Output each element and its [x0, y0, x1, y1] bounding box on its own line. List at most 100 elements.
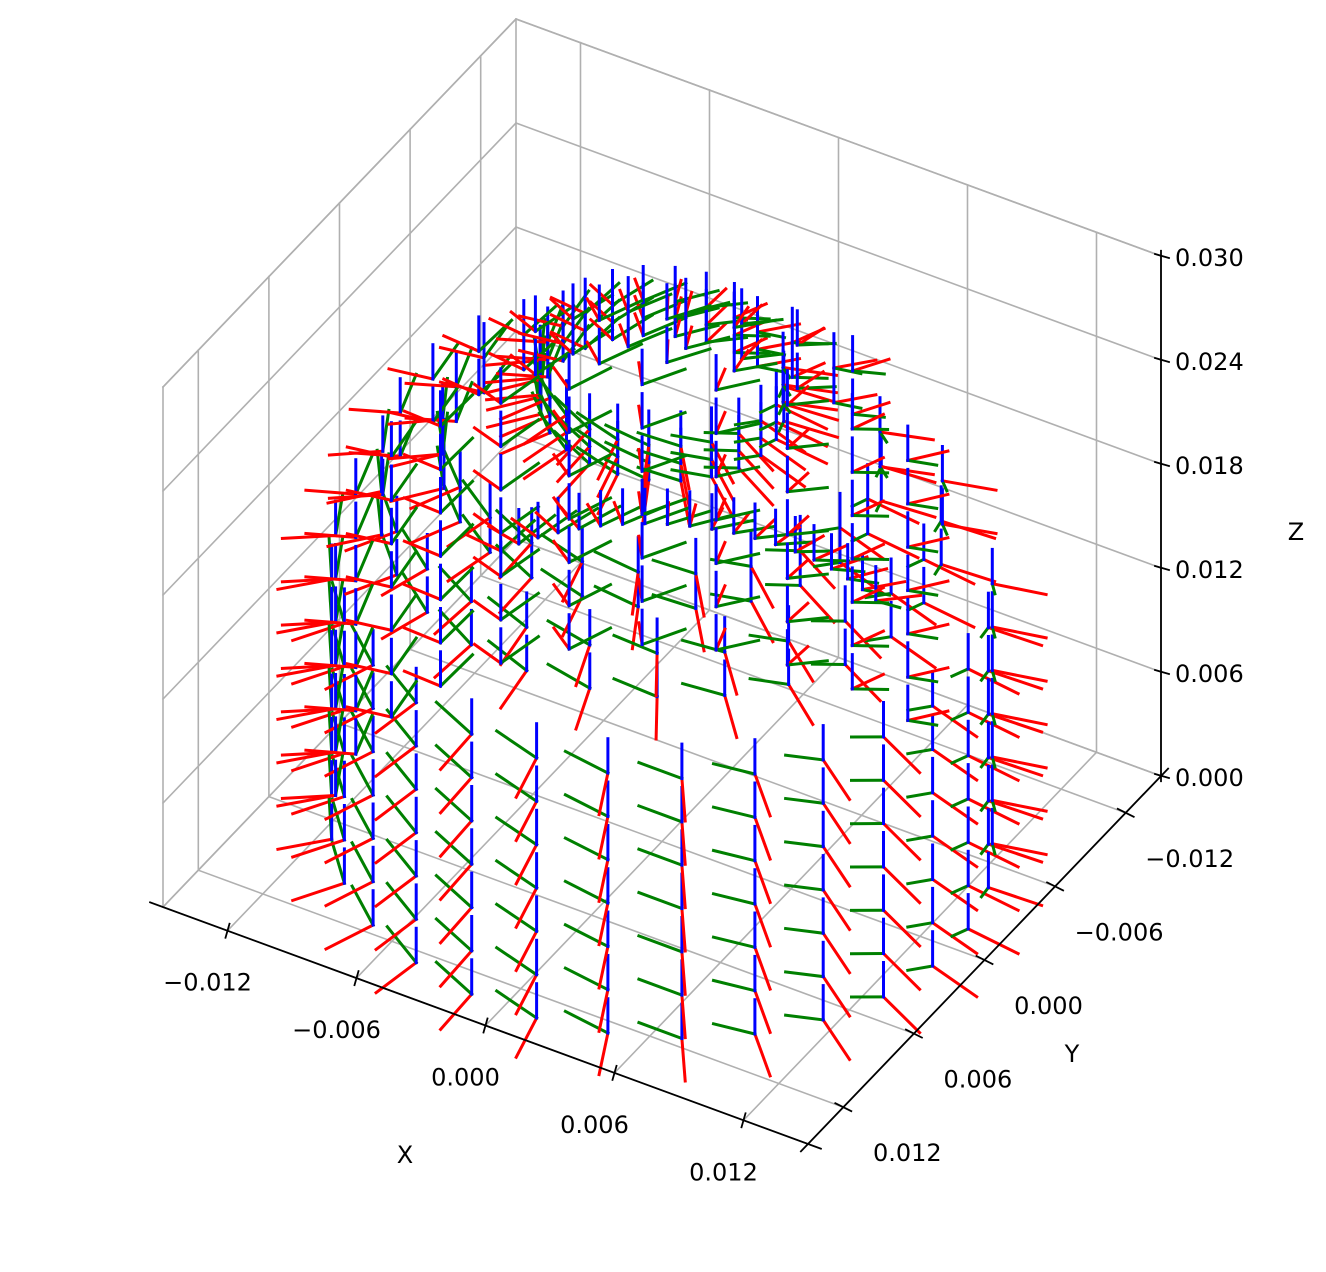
frame-arrow-y: [933, 562, 944, 576]
grid-line: [338, 721, 986, 962]
frame-arrow-y: [703, 465, 741, 470]
frame-arrow-x: [752, 945, 773, 992]
frame-arrow-y: [795, 385, 837, 390]
frame-arrow-x: [534, 510, 561, 535]
x-tick-label: −0.006: [292, 1016, 381, 1044]
frame-arrow-x: [597, 901, 610, 947]
frame-arrow-y: [567, 409, 613, 435]
frame-arrow-x: [781, 419, 840, 440]
frame-arrow-x: [446, 550, 493, 584]
frame-arrow-x: [380, 610, 430, 641]
frame-arrow-y: [440, 445, 463, 490]
frame-arrow-x: [930, 920, 979, 956]
frame-arrow-x: [821, 801, 852, 845]
frame-arrow-x: [990, 581, 1048, 597]
frame-arrows: [276, 265, 1048, 1083]
frame-arrow-x: [290, 881, 347, 903]
frame-arrow-y: [626, 326, 673, 349]
x-tick: [611, 1064, 618, 1082]
frame-arrow-x: [881, 994, 922, 1035]
frame-arrow-y: [979, 798, 991, 813]
frame-arrow-x: [402, 625, 443, 645]
frame-arrow-x: [850, 412, 886, 431]
frame-arrow-y: [785, 529, 829, 537]
frame-arrow-x: [986, 842, 1044, 864]
frame-arrow-x: [752, 1032, 773, 1078]
frame-arrow-x: [921, 557, 976, 586]
frame-arrow-y: [430, 384, 461, 425]
frame-arrow-x: [464, 532, 503, 553]
frame-arrow-y: [979, 712, 991, 726]
frame-arrow-x: [585, 502, 603, 528]
frame-arrow-x: [373, 873, 419, 909]
frame-arrow-x: [990, 841, 1048, 857]
frame-arrow-x: [373, 917, 419, 952]
frame-arrow-y: [758, 437, 779, 449]
frame-arrow-x: [850, 499, 886, 518]
frame-arrow-x: [472, 512, 503, 536]
frame-arrow-y: [711, 805, 757, 820]
frame-arrow-x: [597, 814, 610, 860]
frame-arrow-y: [732, 361, 778, 373]
z-tick: [1153, 772, 1171, 780]
frame-arrow-y: [906, 747, 935, 756]
frame-arrow-x: [488, 316, 526, 337]
frame-arrow-x: [990, 798, 1048, 813]
frame-arrow-y: [434, 830, 474, 867]
frame-arrow-x: [881, 951, 922, 992]
frame-arrow-y: [651, 593, 698, 611]
frame-arrow-y: [949, 753, 971, 765]
frame-arrow-x: [402, 452, 443, 472]
frame-arrow-x: [373, 743, 419, 779]
frame-arrow-y: [732, 318, 778, 330]
frame-arrow-y: [636, 803, 684, 824]
frame-arrow-x: [832, 358, 878, 370]
frame-arrow-y: [933, 519, 944, 533]
frame-arrow-x: [905, 665, 950, 679]
frame-arrow-y: [401, 528, 430, 571]
frame-arrow-y: [640, 627, 688, 647]
frame-arrow-x: [881, 778, 922, 819]
z-tick: [1153, 668, 1171, 676]
frame-arrow-y: [673, 288, 720, 304]
tick-marks: −0.012 −0.006 0.000 0.006 0.012 −0.012 −0.006 0…: [163, 244, 1244, 1186]
frame-arrow-x: [323, 792, 376, 822]
grid-line: [267, 795, 915, 1035]
x-tick-label: 0.000: [431, 1064, 500, 1092]
frame-arrow-y: [597, 342, 644, 366]
frame-arrow-y: [850, 600, 890, 605]
frame-arrow-y: [389, 592, 419, 633]
frame-arrow-x: [889, 634, 938, 670]
frame-arrow-y: [593, 549, 641, 574]
frame-arrow-x: [694, 571, 706, 618]
frame-arrow-x: [514, 972, 539, 1016]
frame-arrow-x: [781, 402, 840, 422]
frame-arrow-y: [711, 761, 757, 776]
frame-arrow-x: [680, 820, 687, 866]
grid-line: [197, 869, 845, 1109]
pane-edge: [514, 17, 1163, 258]
frame-arrow-x: [722, 693, 739, 740]
frame-arrow-y: [683, 335, 731, 351]
frame-arrow-y: [683, 300, 731, 316]
frame-arrow-y: [636, 760, 684, 781]
frame-arrow-y: [783, 796, 825, 805]
frame-arrow-y: [979, 842, 991, 856]
frame-arrow-x: [654, 695, 659, 741]
frame-arrow-x: [865, 531, 920, 560]
frame-arrow-x: [280, 793, 338, 800]
frame-arrow-x: [795, 369, 826, 391]
frame-arrow-x: [438, 775, 474, 815]
frame-arrow-x: [345, 662, 394, 676]
frame-arrow-x: [551, 495, 572, 522]
frame-arrow-y: [850, 427, 890, 432]
frame-arrow-x: [881, 864, 922, 905]
frame-arrow-y: [494, 945, 539, 977]
frame-arrow-y: [711, 978, 757, 993]
frame-arrow-y: [905, 600, 926, 613]
frame-arrow-y: [733, 436, 763, 444]
y-tick-label: 0.012: [873, 1139, 942, 1167]
frame-arrow-y: [330, 797, 347, 842]
frame-arrow-x: [930, 790, 979, 826]
frame-arrow-x: [304, 618, 358, 626]
